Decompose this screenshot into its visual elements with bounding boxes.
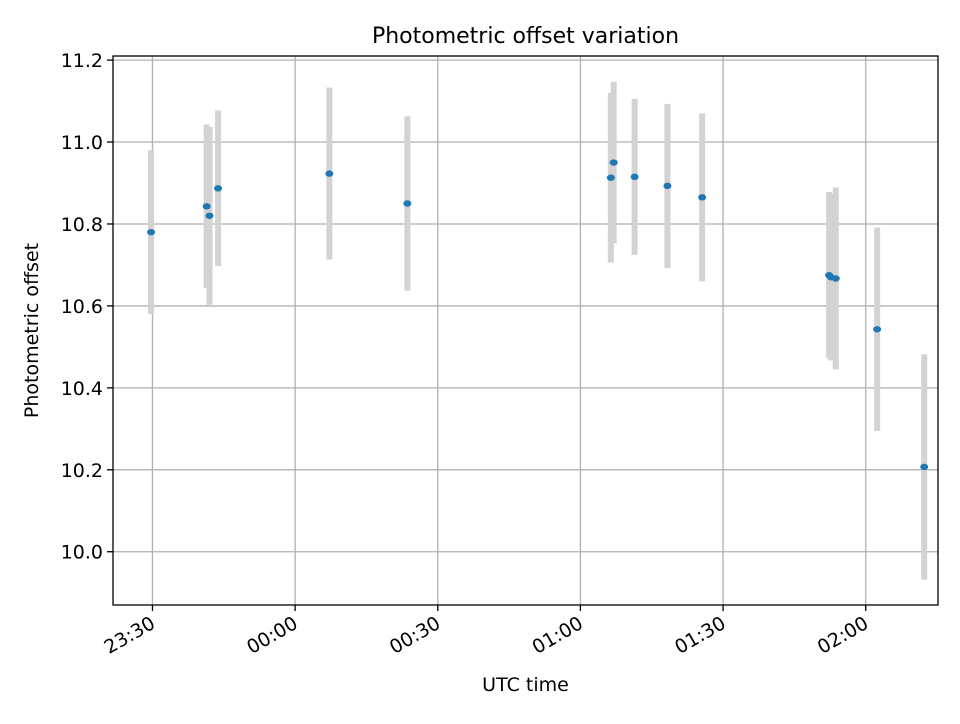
plot-frame <box>112 55 939 606</box>
data-point <box>403 200 412 207</box>
y-tick-label: 10.6 <box>61 296 103 318</box>
data-point <box>630 173 639 181</box>
x-axis-label: UTC time <box>482 674 569 696</box>
grid-layer <box>113 56 938 605</box>
data-point <box>606 174 615 181</box>
data-point <box>609 159 618 166</box>
y-tick-label: 10.8 <box>61 214 103 236</box>
data-point <box>214 185 223 192</box>
y-axis-label: Photometric offset <box>21 243 43 418</box>
data-point <box>873 326 882 333</box>
data-point <box>663 182 672 190</box>
data-point <box>325 170 334 177</box>
y-tick-label: 10.0 <box>61 542 103 564</box>
data-point <box>202 203 211 210</box>
y-tick-label: 10.4 <box>61 378 103 400</box>
data-point <box>920 463 929 471</box>
x-tick-label: 01:30 <box>671 612 729 658</box>
errorbar-layer <box>148 81 928 580</box>
data-point <box>147 228 156 236</box>
x-tick-label: 02:00 <box>814 612 872 658</box>
y-tick-label: 10.2 <box>61 460 103 482</box>
point-layer <box>147 159 929 471</box>
data-point <box>698 194 707 201</box>
y-tick-label: 11.0 <box>61 132 103 154</box>
y-tick-label: 11.2 <box>61 50 103 72</box>
data-point <box>831 275 840 282</box>
chart-title: Photometric offset variation <box>372 24 679 49</box>
x-tick-label: 23:30 <box>101 612 159 658</box>
x-tick-label: 00:30 <box>386 612 444 658</box>
x-tick-label: 01:00 <box>528 612 586 658</box>
x-tick-label: 00:00 <box>243 612 301 658</box>
data-point <box>205 212 214 219</box>
